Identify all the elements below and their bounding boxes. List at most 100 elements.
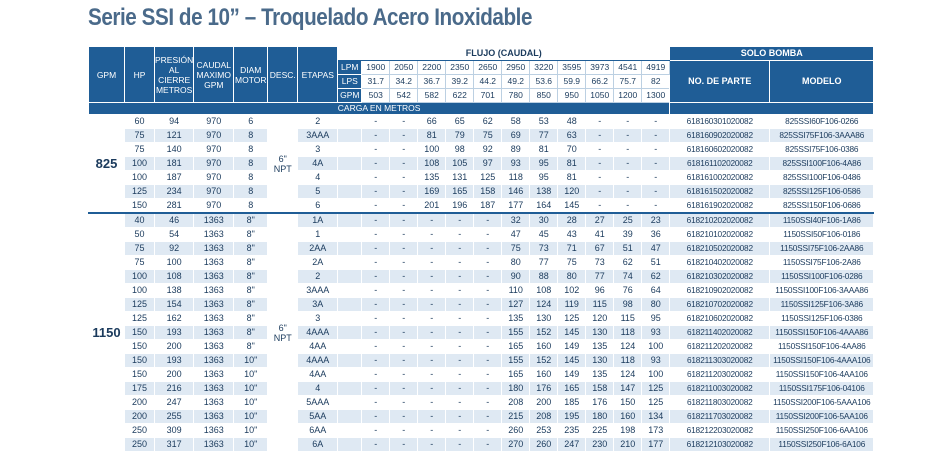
cell-hp: 150 bbox=[124, 339, 155, 354]
header-carga-blank bbox=[669, 102, 875, 115]
cell-carga: 260 bbox=[529, 437, 559, 452]
cell-carga: 235 bbox=[557, 423, 587, 438]
cell-hp: 125 bbox=[124, 311, 155, 326]
cell-caudal: 1363 bbox=[193, 311, 235, 326]
cell-caudal: 1363 bbox=[193, 395, 235, 410]
cell-presion: 121 bbox=[153, 128, 195, 143]
cell-caudal: 970 bbox=[193, 198, 235, 214]
cell-diam-motor: 6 bbox=[233, 114, 269, 129]
cell-diam-motor: 8 bbox=[233, 142, 269, 157]
flow-value: 2050 bbox=[389, 60, 419, 75]
cell-carga: - bbox=[417, 241, 447, 256]
cell-carga: 71 bbox=[557, 241, 587, 256]
cell-carga: - bbox=[417, 339, 447, 354]
table-row: 200 255 1363 10" 5AA - - - - -215 208 195 180 160 134 6… bbox=[89, 409, 875, 424]
cell-carga: 47 bbox=[501, 227, 531, 242]
cell-carga: 155 bbox=[501, 325, 531, 340]
cell-caudal: 970 bbox=[193, 142, 235, 157]
cell-carga: 130 bbox=[585, 353, 615, 368]
cell-carga: 138 bbox=[529, 184, 559, 199]
table-row: 125 154 1363 8" 3A - - - - -127 124 119 115 98 80 61821… bbox=[89, 297, 875, 312]
cell-carga: - bbox=[641, 170, 671, 185]
cell-carga: 125 bbox=[557, 311, 587, 326]
cell-carga: - bbox=[473, 297, 503, 312]
cell-carga: - bbox=[361, 311, 391, 326]
cell-hp: 175 bbox=[124, 381, 155, 396]
cell-etapas: 2AA bbox=[297, 241, 339, 256]
cell-no-parte: 618212103020082 bbox=[669, 437, 771, 452]
cell-carga: 230 bbox=[585, 437, 615, 452]
flow-value: 2650 bbox=[473, 60, 503, 75]
cell-carga: 23 bbox=[641, 212, 671, 228]
cell-caudal: 1363 bbox=[193, 409, 235, 424]
cell-no-parte: 618210702020082 bbox=[669, 297, 771, 312]
cell-diam-motor: 10" bbox=[233, 381, 269, 396]
cell-carga: - bbox=[417, 395, 447, 410]
cell-carga: - bbox=[473, 339, 503, 354]
cell-caudal: 1363 bbox=[193, 241, 235, 256]
cell-diam-motor: 8" bbox=[233, 339, 269, 354]
table-header: GPM HP PRESIÓN AL CIERRE METROS CAUDAL M… bbox=[87, 46, 875, 115]
cell-diam-motor: 10" bbox=[233, 353, 269, 368]
cell-spacer bbox=[337, 128, 363, 143]
flow-unit-label: LPM bbox=[337, 60, 363, 75]
cell-carga: 73 bbox=[529, 241, 559, 256]
cell-no-parte: 618211303020082 bbox=[669, 353, 771, 368]
cell-carga: 66 bbox=[417, 114, 447, 129]
cell-carga: - bbox=[389, 269, 419, 284]
cell-carga: - bbox=[445, 297, 475, 312]
cell-carga: - bbox=[445, 241, 475, 256]
cell-no-parte: 618211203020082 bbox=[669, 367, 771, 382]
cell-carga: - bbox=[389, 437, 419, 452]
cell-carga: - bbox=[361, 170, 391, 185]
cell-carga: 36 bbox=[641, 227, 671, 242]
cell-spacer bbox=[337, 184, 363, 199]
cell-spacer bbox=[337, 395, 363, 410]
pump-spec-table-wrapper: GPM HP PRESIÓN AL CIERRE METROS CAUDAL M… bbox=[87, 46, 875, 452]
cell-hp: 75 bbox=[124, 241, 155, 256]
cell-carga: - bbox=[389, 339, 419, 354]
cell-diam-motor: 8" bbox=[233, 269, 269, 284]
cell-carga: 124 bbox=[529, 297, 559, 312]
cell-carga: - bbox=[417, 283, 447, 298]
cell-caudal: 1363 bbox=[193, 437, 235, 452]
cell-carga: - bbox=[361, 395, 391, 410]
cell-hp: 75 bbox=[124, 128, 155, 143]
cell-spacer bbox=[337, 283, 363, 298]
cell-carga: - bbox=[361, 241, 391, 256]
cell-presion: 193 bbox=[153, 353, 195, 368]
flow-value: 3595 bbox=[557, 60, 587, 75]
cell-carga: 81 bbox=[557, 156, 587, 171]
cell-carga: 164 bbox=[529, 198, 559, 214]
cell-carga: - bbox=[585, 198, 615, 214]
cell-carga: 149 bbox=[557, 339, 587, 354]
cell-hp: 150 bbox=[124, 353, 155, 368]
cell-caudal: 970 bbox=[193, 156, 235, 171]
cell-carga: 208 bbox=[529, 409, 559, 424]
table-row: 100 187 970 8 4- -135 131 125 118 95 81- - -61816100… bbox=[89, 170, 875, 185]
cell-carga: 253 bbox=[529, 423, 559, 438]
cell-carga: 135 bbox=[585, 339, 615, 354]
cell-carga: - bbox=[361, 212, 391, 228]
cell-carga: 120 bbox=[557, 184, 587, 199]
cell-no-parte: 618211803020082 bbox=[669, 395, 771, 410]
cell-carga: 27 bbox=[585, 212, 615, 228]
cell-carga: - bbox=[361, 198, 391, 214]
cell-carga: - bbox=[641, 156, 671, 171]
cell-caudal: 1363 bbox=[193, 255, 235, 270]
cell-carga: - bbox=[361, 142, 391, 157]
cell-etapas: 2 bbox=[297, 269, 339, 284]
desc-line: NPT bbox=[273, 332, 292, 343]
cell-carga: 41 bbox=[585, 227, 615, 242]
cell-carga: - bbox=[445, 395, 475, 410]
table-row: 75 100 1363 8" 2A - - - - -80 77 75 73 62 51 6182104020… bbox=[89, 255, 875, 270]
cell-presion: 234 bbox=[153, 184, 195, 199]
cell-carga: 155 bbox=[501, 353, 531, 368]
cell-etapas: 2A bbox=[297, 255, 339, 270]
cell-carga: - bbox=[417, 227, 447, 242]
cell-etapas: 3A bbox=[297, 297, 339, 312]
cell-carga: 43 bbox=[557, 227, 587, 242]
cell-modelo: 825SSI125F106-0586 bbox=[769, 184, 875, 199]
cell-carga: 53 bbox=[529, 114, 559, 129]
header-etapas: ETAPAS bbox=[297, 46, 339, 103]
